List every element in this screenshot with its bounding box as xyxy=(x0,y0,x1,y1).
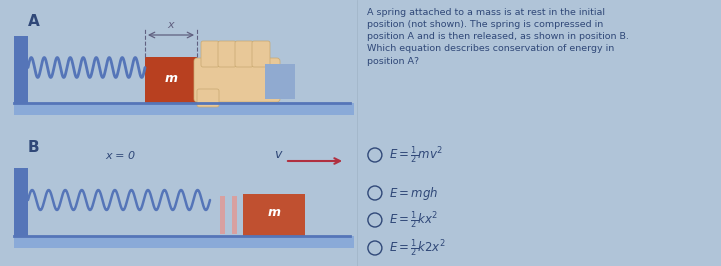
Text: A: A xyxy=(28,14,40,29)
FancyBboxPatch shape xyxy=(265,64,295,99)
FancyBboxPatch shape xyxy=(235,41,253,67)
FancyBboxPatch shape xyxy=(197,89,219,107)
Text: B: B xyxy=(28,140,40,155)
FancyBboxPatch shape xyxy=(145,57,197,103)
FancyBboxPatch shape xyxy=(14,103,354,115)
FancyBboxPatch shape xyxy=(243,194,305,236)
FancyBboxPatch shape xyxy=(14,36,28,103)
Text: $E = mgh$: $E = mgh$ xyxy=(389,185,438,202)
Text: x: x xyxy=(168,20,174,30)
Text: A spring attached to a mass is at rest in the initial
position (not shown). The : A spring attached to a mass is at rest i… xyxy=(367,8,629,66)
FancyBboxPatch shape xyxy=(218,41,236,67)
FancyBboxPatch shape xyxy=(14,236,354,248)
Text: m: m xyxy=(164,72,177,85)
Text: $E = \frac{1}{2}mv^2$: $E = \frac{1}{2}mv^2$ xyxy=(389,144,443,166)
FancyBboxPatch shape xyxy=(14,168,28,236)
Text: $E = \frac{1}{2}k2x^2$: $E = \frac{1}{2}k2x^2$ xyxy=(389,237,446,259)
Text: m: m xyxy=(267,206,280,219)
Text: $E = \frac{1}{2}kx^2$: $E = \frac{1}{2}kx^2$ xyxy=(389,209,438,231)
FancyBboxPatch shape xyxy=(220,196,225,234)
FancyBboxPatch shape xyxy=(194,58,280,102)
Text: v: v xyxy=(274,148,282,160)
FancyBboxPatch shape xyxy=(252,41,270,67)
Text: x = 0: x = 0 xyxy=(105,151,135,161)
FancyBboxPatch shape xyxy=(232,196,237,234)
FancyBboxPatch shape xyxy=(201,41,219,67)
